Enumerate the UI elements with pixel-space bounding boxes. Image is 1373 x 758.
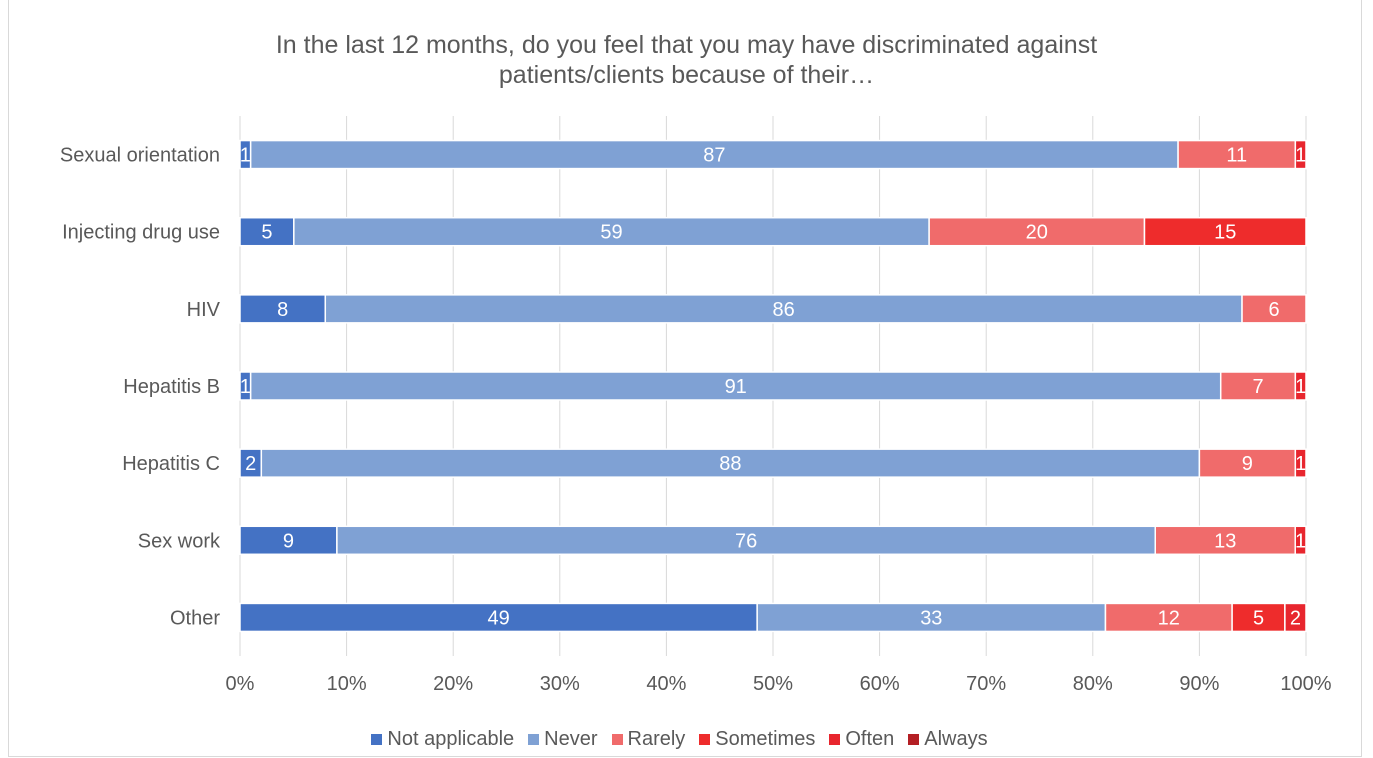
bar-segment [239,294,327,324]
data-label: 2 [245,453,256,475]
bar-segment [239,525,338,556]
legend-label: Never [544,728,598,750]
legend-swatch [829,734,841,745]
data-label: 86 [773,299,795,321]
legend-item: Sometimes [699,728,815,751]
data-label: 1 [1295,376,1306,398]
bar-segment [239,602,758,633]
category-label: Sexual orientation [60,145,220,167]
bar-segment [1143,216,1307,247]
legend-item: Never [528,728,598,751]
x-tick-label: 10% [327,673,367,695]
bar-segment [1294,525,1307,556]
x-tick-label: 100% [1280,673,1331,695]
bar-segment [249,371,1222,401]
bar-segment [756,602,1107,633]
data-label: 11 [1226,145,1247,167]
bar-segment [1154,525,1296,556]
x-tick-label: 80% [1073,673,1113,695]
data-label: 91 [725,376,747,398]
bar-segment [1294,448,1307,478]
category-label: Hepatitis B [123,376,220,398]
data-label: 88 [719,453,741,475]
x-tick-label: 50% [753,673,793,695]
data-label: 76 [735,530,757,552]
x-tick-label: 40% [646,673,686,695]
data-label: 5 [261,222,272,244]
data-label: 20 [1026,222,1048,244]
chart-title: In the last 12 months, do you feel that … [0,30,1373,90]
bar-segment [1231,602,1286,633]
legend-label: Sometimes [715,728,816,750]
legend-label: Not applicable [387,728,515,750]
x-tick-label: 70% [966,673,1006,695]
category-label: Injecting drug use [62,222,220,244]
legend-swatch [699,734,711,745]
data-label: 13 [1214,530,1236,552]
data-label: 5 [1253,607,1264,629]
data-label: 1 [1295,530,1306,552]
bar-segment [1294,139,1307,170]
data-label: 9 [1242,453,1253,475]
category-label: Other [170,607,220,629]
chart-frame [8,0,1362,757]
bar-segment [1241,294,1307,324]
legend-item: Not applicable [371,728,514,751]
legend-swatch [528,734,540,745]
data-label: 9 [283,530,294,552]
data-label: 1 [1295,453,1306,475]
bar-segment [1198,448,1297,478]
x-tick-label: 90% [1179,673,1219,695]
bar-segment [324,294,1243,324]
x-tick-label: 60% [860,673,900,695]
data-label: 1 [240,145,251,167]
bar-segment [260,448,1201,478]
data-label: 12 [1158,607,1180,629]
legend-label: Rarely [627,728,686,750]
data-label: 6 [1268,299,1279,321]
data-label: 1 [240,376,251,398]
legend-swatch [611,734,623,745]
data-label: 2 [1290,607,1301,629]
bar-segment [1177,139,1297,170]
bar-segment [1219,371,1297,401]
legend-swatch [908,734,920,745]
data-label: 8 [277,299,288,321]
legend-item: Rarely [611,728,686,751]
x-tick-label: 30% [540,673,580,695]
category-label: HIV [187,299,221,321]
chart-title-line-2: patients/clients because of their… [498,61,875,89]
legend-label: Often [845,728,895,750]
x-tick-label: 0% [226,673,255,695]
bar-segment [1104,602,1233,633]
data-label: 1 [1295,145,1306,167]
legend-item: Often [829,728,894,751]
bar-segment [1294,371,1307,401]
chart-title-line-1: In the last 12 months, do you feel that … [275,31,1098,59]
bar-segment [1284,602,1307,633]
data-label: 7 [1252,376,1263,398]
data-label: 15 [1214,222,1236,244]
data-label: 59 [600,222,622,244]
data-label: 49 [487,607,509,629]
category-label: Hepatitis C [122,453,220,475]
x-tick-label: 20% [433,673,473,695]
data-label: 87 [703,145,725,167]
legend-swatch [371,734,383,745]
data-label: 33 [920,607,942,629]
legend-item: Always [908,728,988,751]
legend-label: Always [924,728,988,750]
chart-legend: Not applicable Never Rarely Sometimes Often A… [0,728,1373,751]
category-label: Sex work [138,530,221,552]
